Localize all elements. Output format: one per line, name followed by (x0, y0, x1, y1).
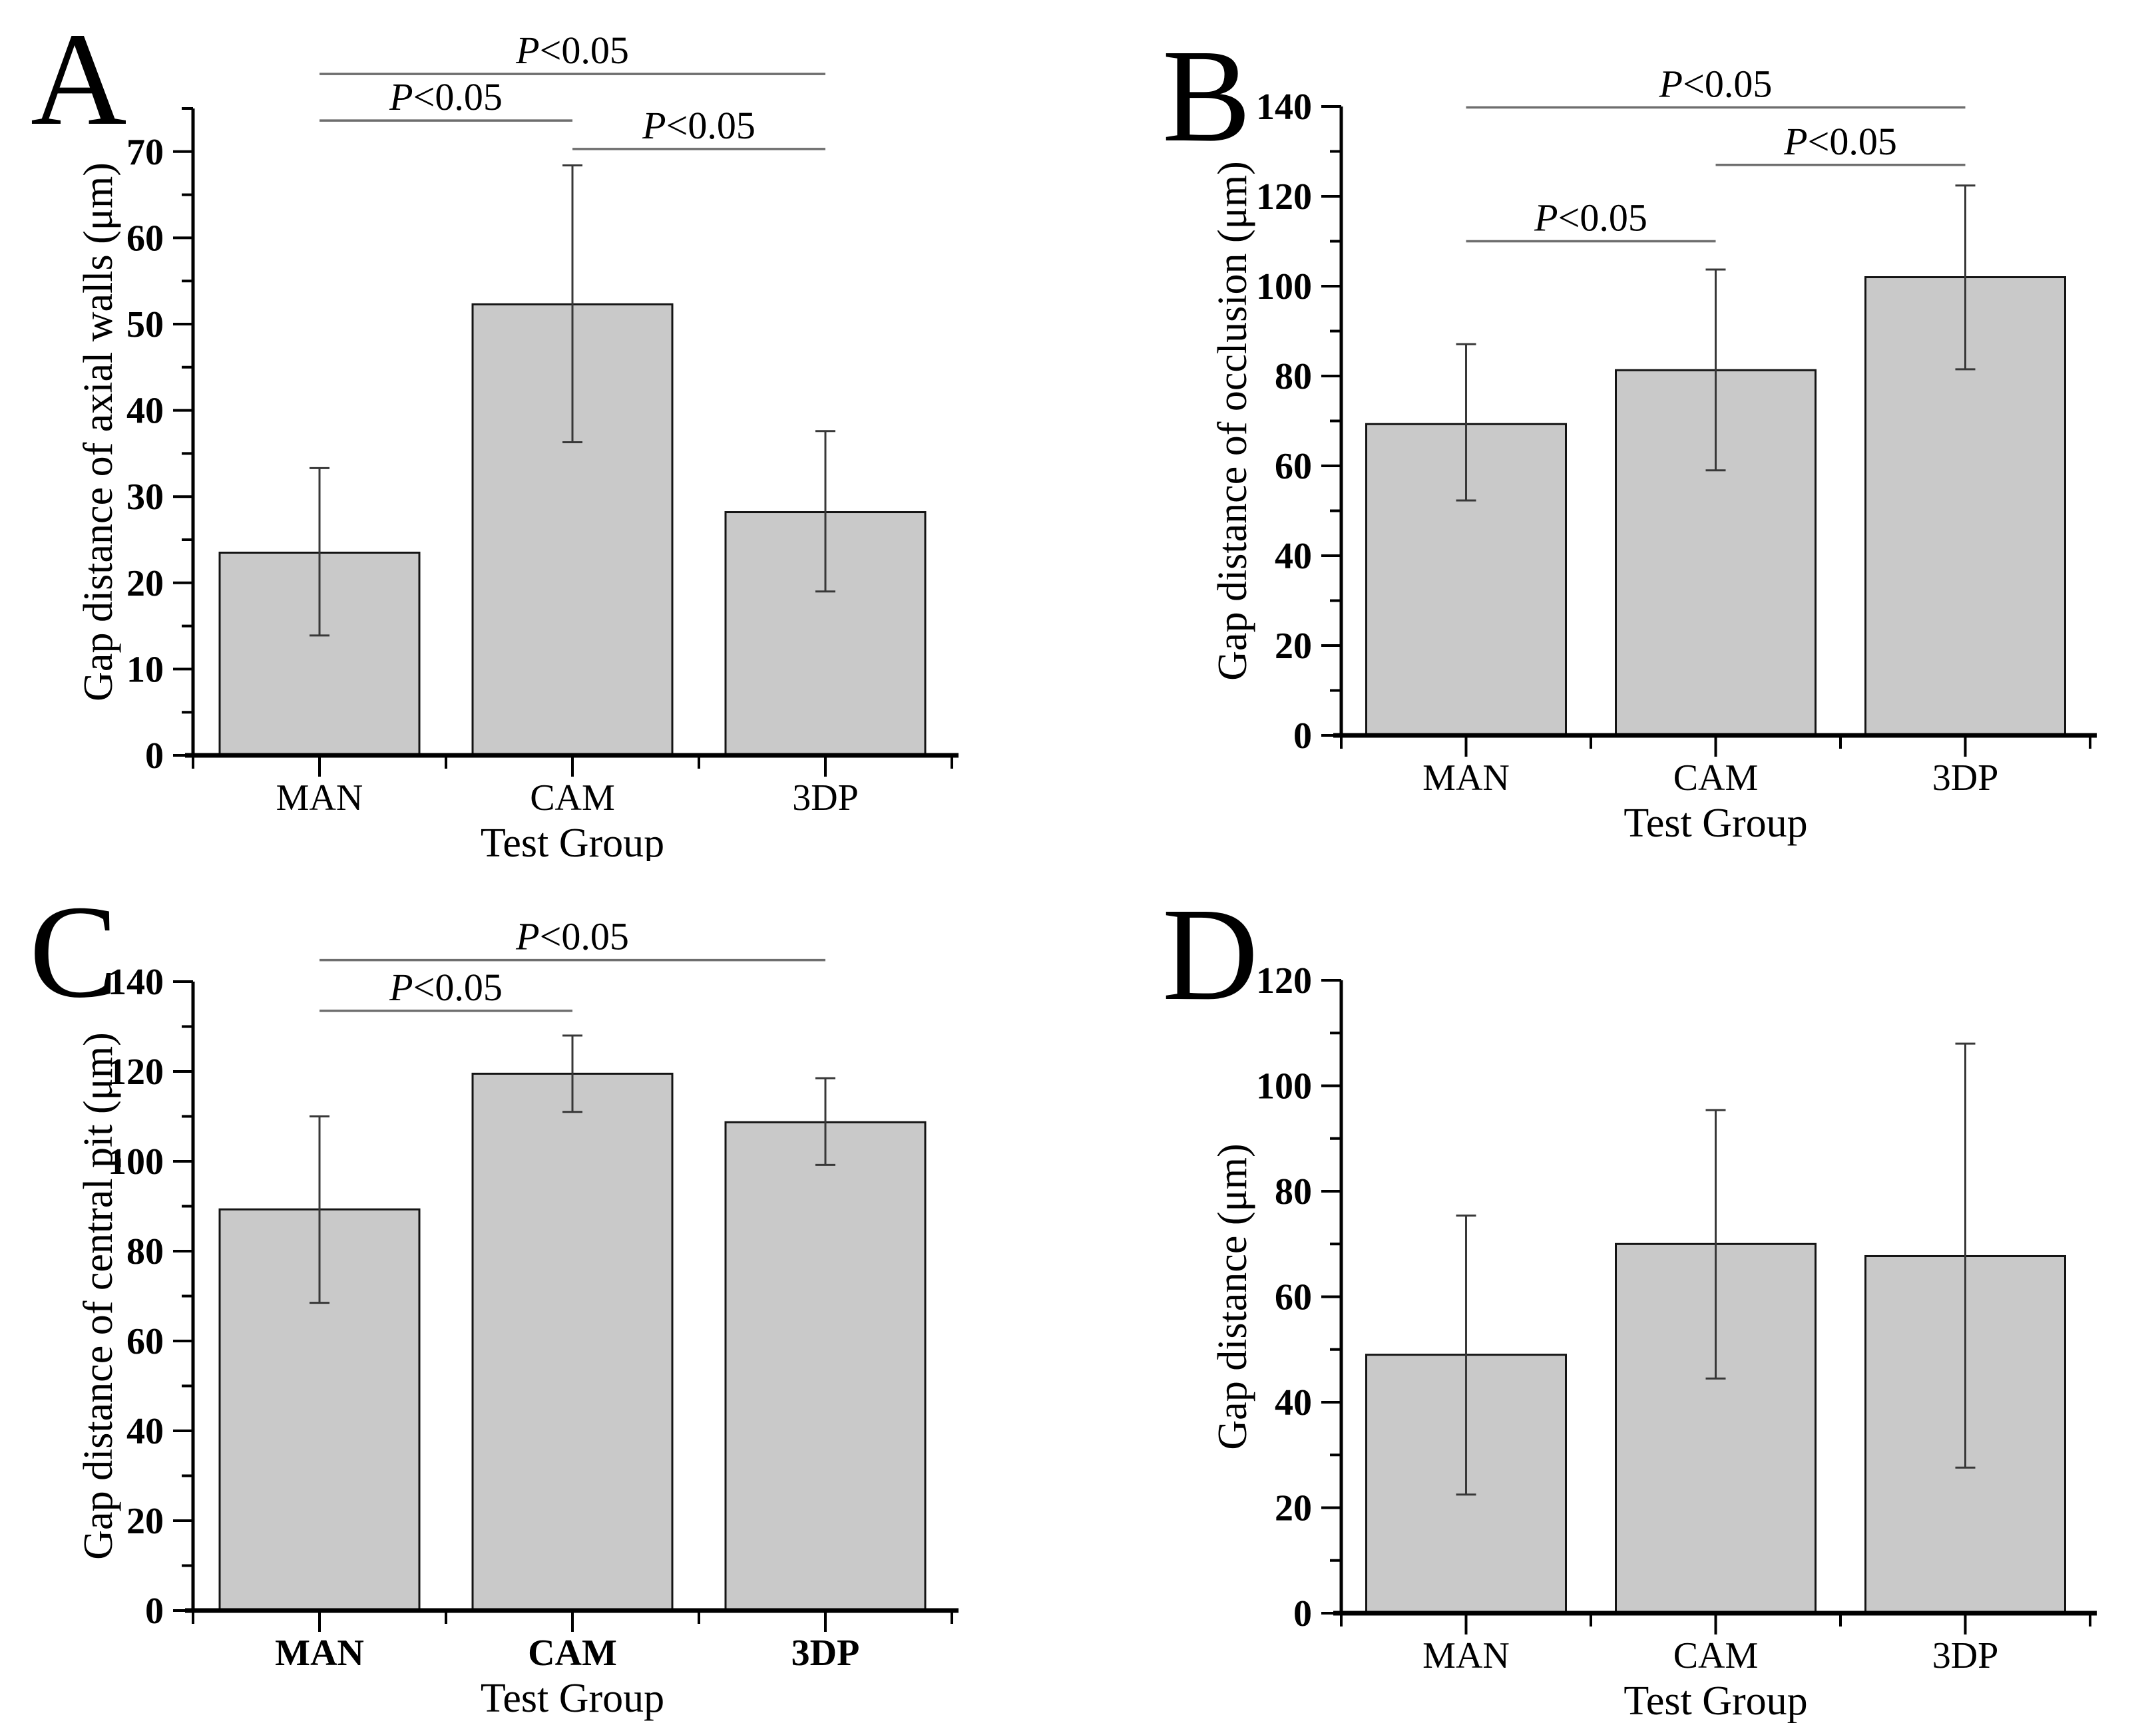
panel-a-chart: 0 10 20 30 40 50 60 70 MAN CAM 3DP Test Group Gap di… (76, 29, 959, 861)
panel-b-chart: 0 20 40 60 80 100 120 140 MAN CAM 3DP Test Group Gap… (1210, 62, 2097, 846)
significance-label: P<0.05 (1659, 62, 1773, 105)
y-tick-label: 20 (1275, 626, 1312, 667)
x-category-label-cam: CAM (1673, 757, 1759, 799)
x-category-label-cam: CAM (1673, 1635, 1759, 1676)
x-category-label-3dp: 3DP (1932, 757, 1999, 799)
y-tick-label: 50 (126, 304, 164, 345)
error-bar-3dp (1955, 1042, 1976, 1469)
panel-c: C 0 20 40 60 80 100 120 140 MAN CAM 3DP Test Group G… (0, 862, 1078, 1723)
y-tick-label: 40 (126, 1411, 164, 1452)
y-tick-label: 120 (1256, 176, 1312, 218)
significance-label: P<0.05 (389, 75, 503, 118)
error-bar-3dp (1955, 184, 1976, 371)
error-bar-3dp (815, 1077, 835, 1166)
x-category-label-man: MAN (1422, 757, 1510, 799)
y-tick-label: 20 (126, 1501, 164, 1542)
y-tick-label: 60 (126, 218, 164, 259)
y-tick-label: 20 (1275, 1488, 1312, 1529)
significance-label: P<0.05 (1534, 196, 1647, 240)
y-axis-title: Gap distance of occlusion (μm) (1210, 161, 1255, 680)
y-tick-label: 100 (108, 1141, 164, 1183)
y-tick-label: 60 (1275, 446, 1312, 487)
y-tick-label: 40 (126, 391, 164, 432)
y-tick-label: 120 (108, 1052, 164, 1093)
error-bar-cam (562, 164, 582, 444)
panel-d-letter: D (1162, 881, 1259, 1028)
y-tick-label: 0 (1293, 715, 1312, 757)
panel-b-letter: B (1162, 23, 1251, 170)
y-tick-label: 0 (145, 735, 164, 777)
x-category-label-3dp: 3DP (1932, 1635, 1999, 1676)
panel-a-letter: A (31, 6, 127, 153)
panel-d-chart: 0 20 40 60 80 100 120 MAN CAM 3DP Test Group Gap di… (1210, 960, 2097, 1723)
y-axis-title: Gap distance of central pit (μm) (76, 1032, 121, 1559)
y-tick-label: 100 (1256, 1066, 1312, 1107)
significance-label: P<0.05 (515, 29, 629, 72)
error-bar-man (1456, 343, 1476, 502)
y-tick-label: 100 (1256, 266, 1312, 307)
y-tick-label: 40 (1275, 1382, 1312, 1424)
y-tick-label: 140 (108, 962, 164, 1003)
error-bar-man (1456, 1214, 1476, 1496)
y-tick-label: 140 (1256, 87, 1312, 128)
panel-a: A 0 10 20 30 40 50 60 70 MAN CAM 3DP Test Group Gap … (0, 0, 1078, 861)
y-axis-title: Gap distance (μm) (1210, 1143, 1255, 1449)
y-tick-label: 80 (1275, 1171, 1312, 1213)
x-axis-title: Test Group (481, 1676, 664, 1721)
y-tick-label: 10 (126, 649, 164, 690)
x-category-label-cam: CAM (528, 1632, 617, 1674)
significance-label: P<0.05 (389, 966, 503, 1009)
error-bar-cam (1705, 268, 1726, 472)
bar-cam (471, 1072, 674, 1612)
bar-3dp (724, 1121, 927, 1612)
error-bar-3dp (815, 430, 835, 593)
y-tick-label: 60 (126, 1321, 164, 1362)
x-category-label-man: MAN (276, 777, 363, 819)
y-tick-label: 80 (1275, 356, 1312, 397)
significance-label: P<0.05 (515, 915, 629, 958)
y-tick-label: 80 (126, 1231, 164, 1272)
x-axis-title: Test Group (1623, 1678, 1807, 1723)
y-tick-label: 120 (1256, 960, 1312, 1002)
error-bar-cam (1705, 1109, 1726, 1380)
y-tick-label: 60 (1275, 1277, 1312, 1318)
x-category-label-3dp: 3DP (791, 1632, 860, 1674)
x-axis-title: Test Group (1623, 801, 1807, 846)
y-tick-label: 30 (126, 477, 164, 518)
panel-c-letter: C (29, 878, 118, 1026)
panel-c-chart: 0 20 40 60 80 100 120 140 MAN CAM 3DP Test Group Gap… (76, 915, 959, 1721)
panel-d: D 0 20 40 60 80 100 120 MAN CAM 3DP Test Group Gap … (1078, 862, 2156, 1723)
x-category-label-cam: CAM (530, 777, 615, 819)
y-tick-label: 20 (126, 563, 164, 604)
error-bar-cam (562, 1034, 582, 1113)
y-tick-label: 70 (126, 132, 164, 173)
significance-label: P<0.05 (1783, 120, 1897, 163)
y-tick-label: 40 (1275, 536, 1312, 577)
error-bar-man (310, 467, 329, 637)
y-tick-label: 0 (145, 1591, 164, 1632)
x-axis-title: Test Group (481, 821, 664, 861)
x-category-label-man: MAN (1422, 1635, 1510, 1676)
panel-b: B 0 20 40 60 80 100 120 140 MAN CAM 3DP Test Group G… (1078, 0, 2156, 861)
y-axis-title: Gap distance of axial walls (μm) (76, 162, 121, 701)
x-category-label-3dp: 3DP (792, 777, 859, 819)
significance-label: P<0.05 (642, 104, 755, 147)
error-bar-man (310, 1115, 329, 1304)
x-category-label-man: MAN (275, 1632, 364, 1674)
y-tick-label: 0 (1293, 1593, 1312, 1634)
